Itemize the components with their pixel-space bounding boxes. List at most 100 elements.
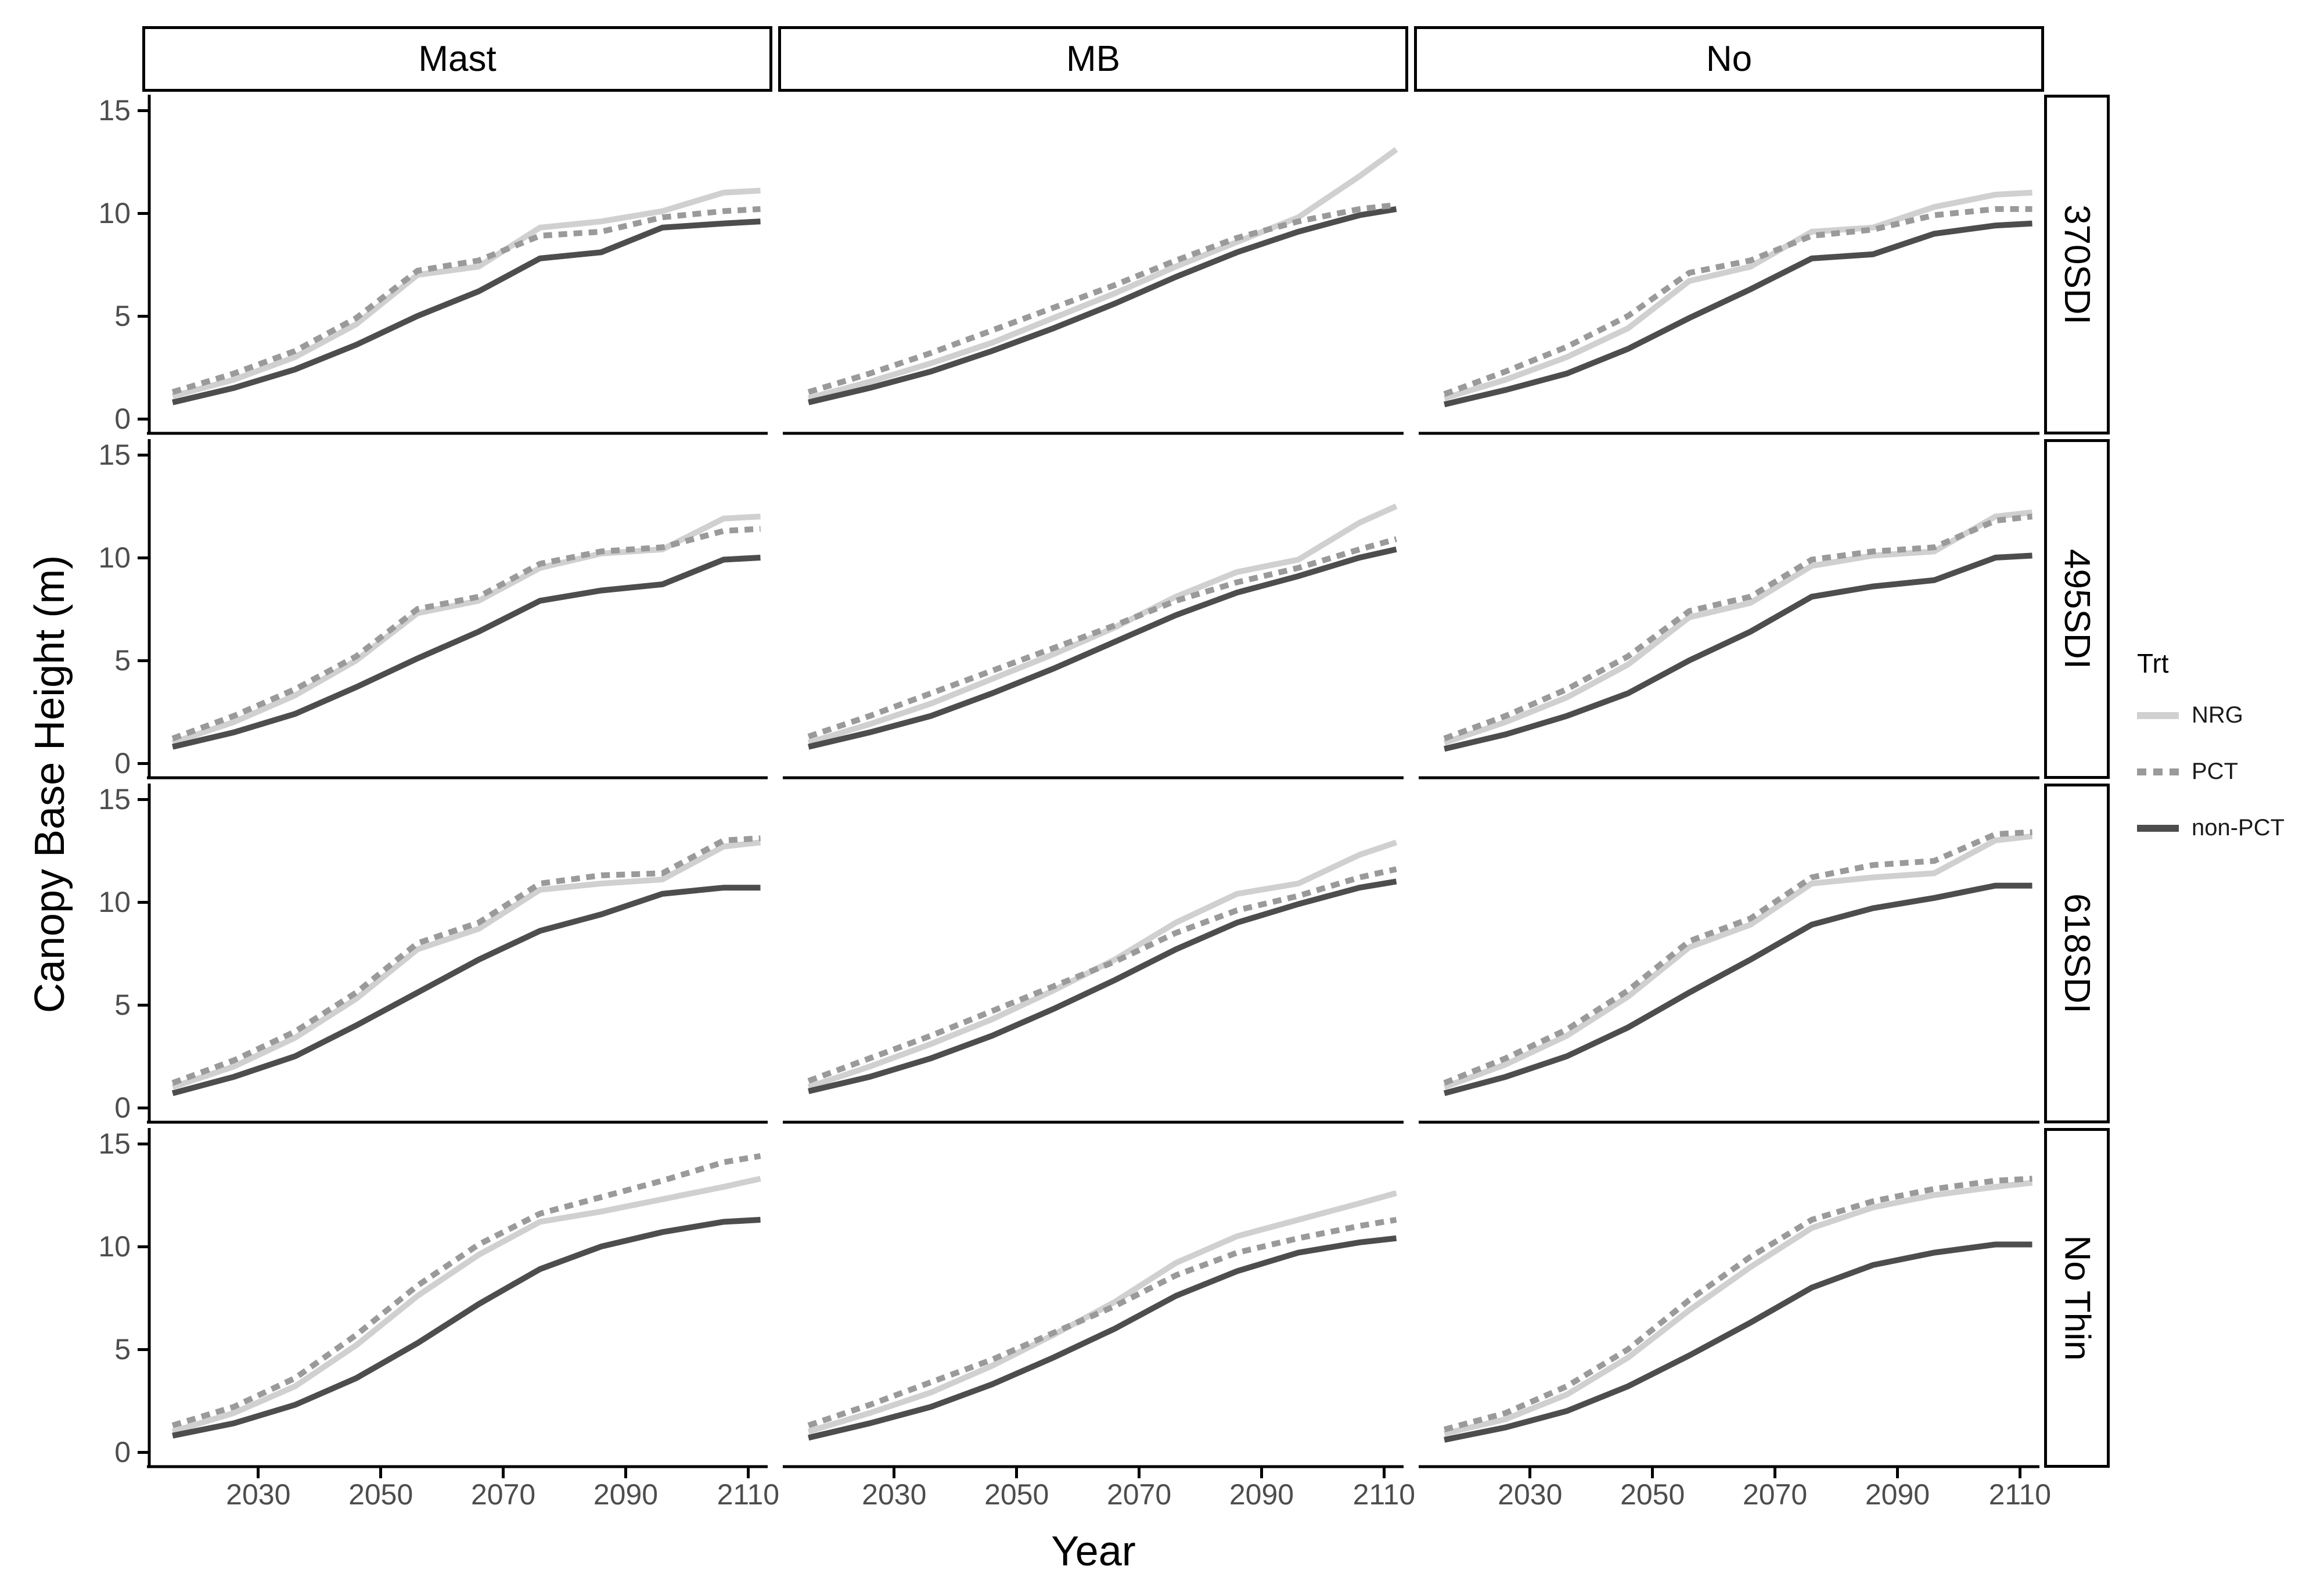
y-tick-mark [138,556,148,559]
column-strip-mb: MB [778,26,1408,92]
line-NRG [807,1190,1397,1435]
legend-key-nrg [2137,712,2179,719]
panel-plot-area [147,439,768,779]
y-tick-label: 0 [114,747,131,779]
line-non-PCT [1443,882,2032,1097]
x-tick-mark [379,1468,383,1478]
y-tick-mark [138,211,148,215]
row-strip-no-thin: No Thin [2044,1128,2110,1468]
x-tick-label: 2070 [1106,1478,1172,1511]
panel-plot-area [1419,189,2039,435]
row-strip-label: 495SDI [2057,549,2097,669]
line-NRG [1444,1180,2033,1436]
line-non-PCT [171,885,761,1097]
x-tick-mark [1260,1468,1263,1478]
panel-no-370sdi [1419,95,2039,435]
x-tick-label: 2090 [1865,1478,1930,1511]
panel-mast-495sdi [147,439,768,779]
y-tick-mark [138,453,148,457]
line-non-PCT [808,206,1397,405]
x-tick-mark [1773,1468,1777,1478]
panel-plot-area [147,1128,768,1468]
x-tick-mark [1895,1468,1899,1478]
y-tick-label: 15 [98,439,131,471]
x-tick-label: 2090 [1229,1478,1294,1511]
y-tick-mark [138,1450,148,1454]
line-PCT [807,1217,1397,1428]
x-tick-mark [1382,1468,1386,1478]
x-tick-mark [257,1468,260,1478]
x-tick-label: 2050 [984,1478,1049,1511]
panel-plot-area [147,95,768,435]
y-tick-mark [138,314,148,318]
row-strip-label: No Thin [2057,1235,2098,1361]
x-tick-label: 2050 [348,1478,413,1511]
panel-no-495sdi [1419,439,2039,779]
panel-no-no-thin [1419,1128,2039,1468]
y-tick-label: 15 [98,1127,131,1160]
y-tick-label: 10 [98,1230,131,1263]
panel-plot-area [1419,509,2039,779]
y-tick-mark [138,659,148,662]
line-NRG [171,513,761,746]
line-non-PCT [808,1235,1397,1441]
line-non-PCT [1444,552,2032,752]
x-tick-mark [624,1468,627,1478]
panel-plot-area [783,1190,1404,1468]
panel-mast-no-thin [147,1128,768,1468]
panel-no-618sdi [1419,784,2039,1124]
y-tick-label: 10 [98,197,131,229]
legend-title: Trt [2137,648,2169,678]
y-tick-mark [138,1003,148,1007]
y-tick-label: 5 [114,644,131,677]
line-PCT [807,866,1397,1084]
row-strip-370sdi: 370SDI [2044,95,2110,434]
x-tick-mark [2018,1468,2021,1478]
x-tick-mark [746,1468,750,1478]
y-tick-label: 0 [114,403,131,435]
line-non-PCT [1444,220,2032,408]
y-tick-label: 15 [98,783,131,816]
x-tick-mark [1015,1468,1019,1478]
line-NRG [807,839,1398,1090]
y-tick-label: 5 [114,989,131,1021]
column-strip-no: No [1414,26,2044,92]
x-tick-label: 2070 [470,1478,536,1511]
row-strip-label: 618SDI [2057,893,2097,1014]
y-tick-label: 15 [98,94,131,127]
line-NRG [1443,833,2033,1090]
x-tick-mark [893,1468,896,1478]
line-non-PCT [172,555,761,750]
legend-label: non-PCT [2192,815,2285,840]
x-tick-label: 2070 [1742,1478,1808,1511]
y-tick-mark [138,1245,148,1248]
line-PCT [1443,513,2033,742]
line-PCT [171,835,761,1086]
y-tick-mark [138,1106,148,1109]
row-strip-label: 370SDI [2057,204,2097,325]
y-tick-label: 5 [114,300,131,332]
panel-plot-area [147,784,768,1124]
x-tick-label: 2090 [593,1478,659,1511]
line-PCT [1443,206,2032,397]
y-tick-label: 5 [114,1333,131,1366]
panel-plot-area [783,839,1404,1124]
x-tick-label: 2050 [1620,1478,1685,1511]
panel-plot-area [783,503,1404,779]
row-strip-618sdi: 618SDI [2044,784,2110,1123]
line-non-PCT [172,1217,761,1439]
line-NRG [171,1176,761,1435]
legend-item-pct: PCT [2137,759,2323,785]
line-non-PCT [1444,1241,2032,1443]
y-tick-mark [138,417,148,421]
x-axis-title: Year [1051,1528,1136,1575]
panel-mb-495sdi [783,439,1404,779]
line-NRG [171,839,761,1090]
y-tick-label: 10 [98,886,131,918]
line-PCT [807,202,1397,395]
panel-mb-no-thin [783,1128,1404,1468]
row-strip-495sdi: 495SDI [2044,439,2110,779]
line-PCT [807,536,1397,739]
x-tick-label: 2030 [1498,1478,1563,1511]
